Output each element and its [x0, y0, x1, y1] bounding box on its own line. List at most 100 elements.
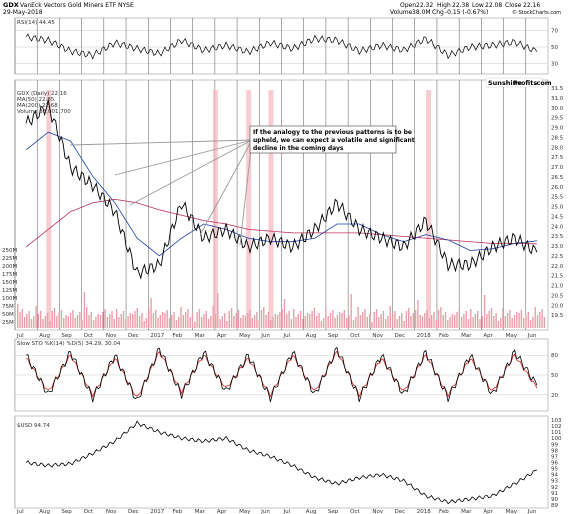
volume-bar — [51, 311, 53, 328]
volume-bar — [405, 311, 408, 328]
month-label: Jun — [260, 333, 270, 339]
volume-bar — [435, 320, 437, 328]
volume-bar — [184, 312, 187, 328]
usd-line — [25, 420, 537, 505]
month-label: Sep — [328, 333, 339, 339]
volume-bar — [182, 315, 184, 328]
logo-part3: .com — [534, 79, 552, 87]
month-label-bottom: May — [506, 509, 518, 514]
volume-bar — [228, 311, 230, 328]
price-tick: 27.0 — [551, 165, 564, 171]
volume-value: 38.0M — [412, 9, 431, 16]
volume-bar — [290, 319, 293, 328]
usd-tick: 94 — [551, 473, 558, 479]
chart-exchange: NYSE — [118, 2, 134, 9]
month-label: 2018 — [417, 333, 431, 339]
volume-bar — [506, 313, 509, 328]
volume-bar — [523, 318, 525, 328]
volume-axis: 250M 225M 200M 175M 150M 125M 100M 75M 50M 25M — [2, 248, 17, 326]
chart-symbol: GDX — [3, 1, 19, 9]
volume-bar — [145, 318, 148, 328]
volume-bar — [253, 315, 256, 328]
month-label: May — [239, 333, 251, 339]
volume-bar — [187, 309, 189, 328]
volume-bar — [355, 317, 357, 328]
highlight-bars — [46, 90, 432, 328]
ma50-line — [25, 131, 537, 257]
price-tick: 28.5 — [551, 135, 564, 141]
stoch-k-line — [25, 346, 538, 403]
logo-part1: Sunshine — [488, 79, 522, 87]
volume-bar — [442, 315, 444, 328]
price-tick: 20.0 — [551, 303, 564, 309]
volume-bar — [311, 311, 313, 328]
stoch-tick: 50 — [551, 373, 558, 379]
volume-bar — [72, 310, 74, 328]
volume-bar — [171, 315, 173, 328]
volume-bar — [286, 314, 288, 328]
usd-tick: 89 — [551, 503, 558, 509]
volume-bar — [132, 314, 134, 328]
volume-bar — [166, 310, 168, 328]
volume-bar — [23, 317, 26, 328]
volume-label: Volume — [390, 9, 413, 16]
volume-bar — [260, 310, 263, 328]
volume-bar — [297, 314, 299, 328]
usd-tick: 103 — [551, 418, 562, 424]
volume-bar — [373, 312, 375, 328]
month-label: Sep — [61, 333, 72, 339]
volume-bar — [173, 312, 175, 328]
month-label: Dec — [128, 333, 139, 339]
volume-bar — [440, 307, 442, 328]
volume-bar — [19, 312, 21, 328]
legend-price: GDX (Daily) 22.16 — [17, 91, 67, 97]
volume-bar — [539, 312, 541, 328]
month-label: Apr — [483, 333, 493, 339]
volume-bar — [398, 316, 401, 328]
volume-bar — [502, 308, 504, 328]
volume-bar — [350, 294, 352, 328]
rsi-axis: 70 50 30 — [551, 28, 558, 67]
volume-bar — [431, 315, 433, 328]
price-tick: 21.5 — [551, 274, 564, 280]
annotation-line-3: decline in the coming days — [253, 145, 344, 152]
volume-bar — [233, 316, 235, 328]
volume-bar — [74, 318, 76, 328]
volume-bar — [325, 308, 327, 328]
volume-bar — [120, 314, 122, 328]
volume-bar — [316, 316, 318, 328]
volume-bar — [417, 300, 419, 328]
volume-bars — [17, 292, 546, 328]
month-label: Aug — [39, 333, 50, 339]
volume-bar — [46, 313, 49, 328]
annotation-line-1: If the analogy to the previous patterns … — [253, 129, 412, 136]
volume-bar — [401, 313, 403, 328]
volume-bar — [470, 309, 472, 328]
volume-bar — [479, 319, 481, 328]
volume-bar — [389, 306, 391, 328]
ohlc-readout: Open 22.32 High 22.38 Low 22.08 Close 22… — [400, 2, 540, 9]
volume-bar — [256, 312, 258, 328]
volume-bar — [83, 292, 86, 328]
volume-bar — [210, 316, 212, 328]
volume-bar — [313, 308, 316, 328]
price-tick: 30.0 — [551, 106, 564, 112]
price-tick: 25.0 — [551, 205, 564, 211]
volume-bar — [157, 318, 159, 328]
volume-bar — [302, 319, 304, 328]
volume-bar — [281, 309, 283, 328]
volume-bar — [205, 311, 207, 328]
volume-bar — [509, 310, 511, 328]
chart-name: VanEck Vectors Gold Miners ETF — [20, 2, 117, 9]
volume-bar — [467, 319, 470, 328]
legend-ma50: MA(50) 22.85 — [17, 97, 55, 103]
volume-bar — [283, 299, 286, 328]
volume-bar — [412, 313, 414, 328]
month-label: Oct — [350, 333, 360, 339]
month-label-bottom: Jul — [283, 509, 291, 514]
volume-bar — [67, 316, 69, 328]
annotation-box: If the analogy to the previous patterns … — [249, 125, 415, 154]
month-label: Dec — [395, 333, 406, 339]
volume-bar — [451, 314, 454, 328]
legend-volume: Volume 38,001,700 — [17, 109, 71, 115]
